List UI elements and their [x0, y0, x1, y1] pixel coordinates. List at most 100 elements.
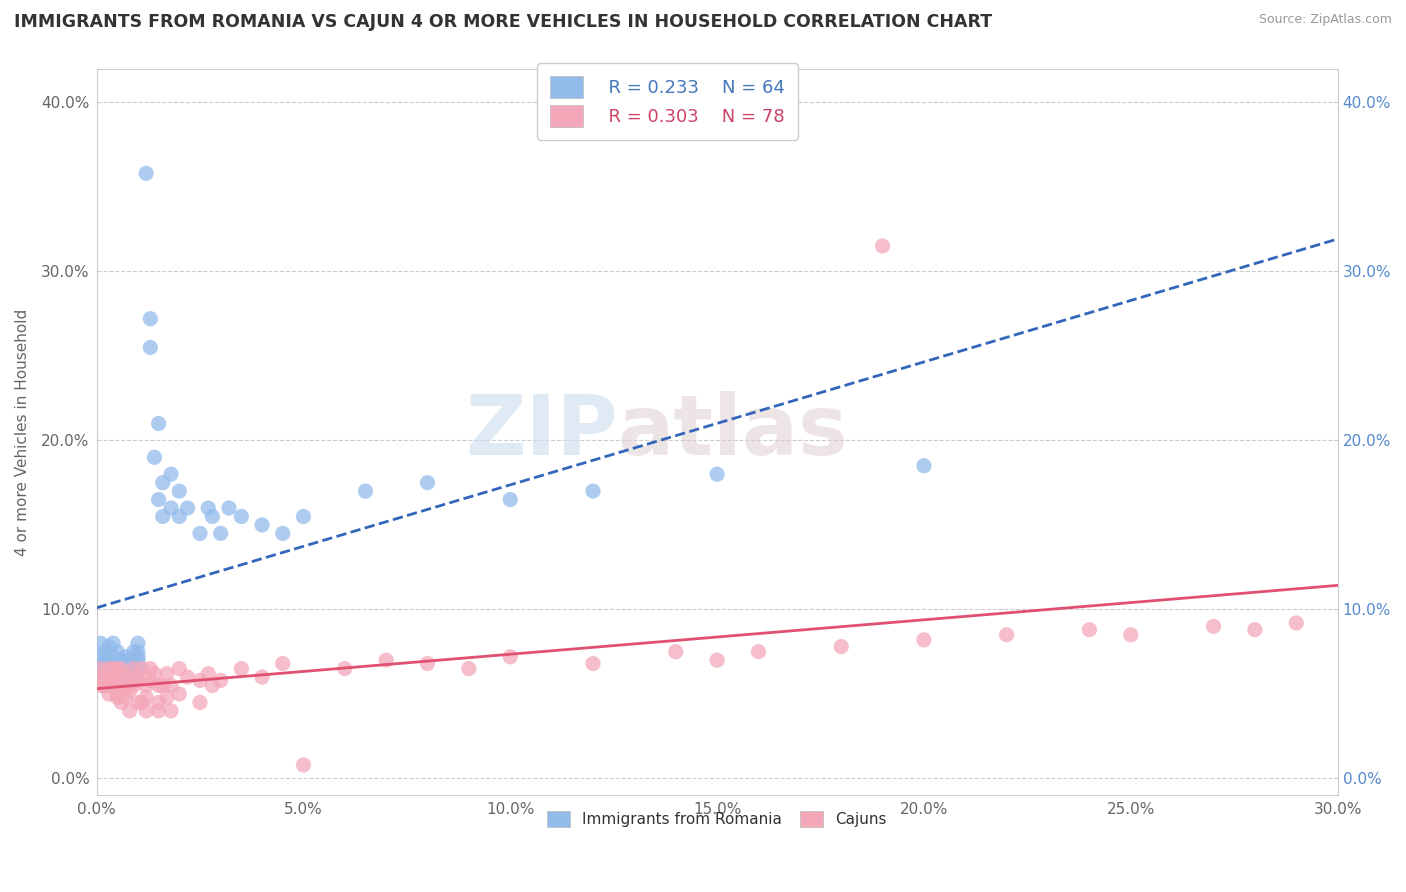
Point [169, 509, 191, 524]
Point [105, 662, 128, 676]
Point [148, 695, 170, 709]
Point [122, 662, 145, 676]
Point [127, 645, 149, 659]
Point [582, 484, 605, 499]
Text: atlas: atlas [617, 392, 849, 473]
Point [127, 653, 149, 667]
Point [160, 679, 183, 693]
Point [143, 450, 166, 465]
Point [94, 673, 117, 688]
Point [101, 662, 124, 676]
Point [110, 653, 132, 667]
Point [416, 475, 439, 490]
Point [105, 673, 128, 688]
Point [160, 467, 183, 482]
Point [1285, 615, 1308, 630]
Point [98, 679, 121, 693]
Point [375, 653, 398, 667]
Point [101, 636, 124, 650]
Point [416, 657, 439, 671]
Point [747, 645, 769, 659]
Point [830, 640, 852, 654]
Point [90, 662, 112, 676]
Point [114, 649, 136, 664]
Point [98, 653, 121, 667]
Point [250, 517, 273, 532]
Point [176, 670, 198, 684]
Point [160, 501, 183, 516]
Point [98, 670, 121, 684]
Point [706, 467, 728, 482]
Point [101, 649, 124, 664]
Point [90, 673, 112, 688]
Point [665, 645, 688, 659]
Point [90, 636, 112, 650]
Point [457, 662, 479, 676]
Point [152, 679, 174, 693]
Point [1244, 623, 1267, 637]
Point [188, 673, 211, 688]
Point [105, 690, 128, 705]
Point [201, 509, 224, 524]
Point [94, 666, 117, 681]
Point [135, 690, 157, 705]
Point [94, 653, 117, 667]
Point [152, 509, 174, 524]
Point [706, 653, 728, 667]
Point [499, 649, 522, 664]
Point [101, 657, 124, 671]
Point [94, 679, 117, 693]
Point [292, 758, 315, 772]
Point [139, 662, 162, 676]
Point [114, 657, 136, 671]
Point [354, 484, 377, 499]
Legend: Immigrants from Romania, Cajuns: Immigrants from Romania, Cajuns [540, 803, 894, 835]
Point [143, 666, 166, 681]
Point [118, 653, 141, 667]
Point [110, 673, 132, 688]
Point [94, 645, 117, 659]
Point [872, 239, 894, 253]
Point [188, 526, 211, 541]
Point [118, 704, 141, 718]
Point [114, 690, 136, 705]
Point [912, 458, 935, 473]
Point [292, 509, 315, 524]
Point [271, 657, 294, 671]
Point [176, 501, 198, 516]
Y-axis label: 4 or more Vehicles in Household: 4 or more Vehicles in Household [15, 309, 30, 556]
Point [118, 662, 141, 676]
Point [169, 662, 191, 676]
Point [122, 666, 145, 681]
Point [148, 679, 170, 693]
Point [122, 645, 145, 659]
Point [218, 501, 240, 516]
Point [131, 695, 153, 709]
Point [122, 657, 145, 671]
Point [139, 341, 162, 355]
Point [135, 166, 157, 180]
Point [152, 475, 174, 490]
Point [118, 683, 141, 698]
Point [156, 690, 179, 705]
Point [197, 501, 219, 516]
Point [995, 628, 1018, 642]
Point [131, 662, 153, 676]
Point [98, 670, 121, 684]
Point [135, 679, 157, 693]
Point [250, 670, 273, 684]
Point [148, 417, 170, 431]
Point [582, 657, 605, 671]
Point [118, 673, 141, 688]
Point [231, 509, 253, 524]
Point [201, 679, 224, 693]
Point [188, 695, 211, 709]
Point [90, 679, 112, 693]
Point [1202, 619, 1225, 633]
Point [114, 662, 136, 676]
Point [127, 636, 149, 650]
Point [127, 649, 149, 664]
Point [127, 673, 149, 688]
Point [499, 492, 522, 507]
Point [98, 662, 121, 676]
